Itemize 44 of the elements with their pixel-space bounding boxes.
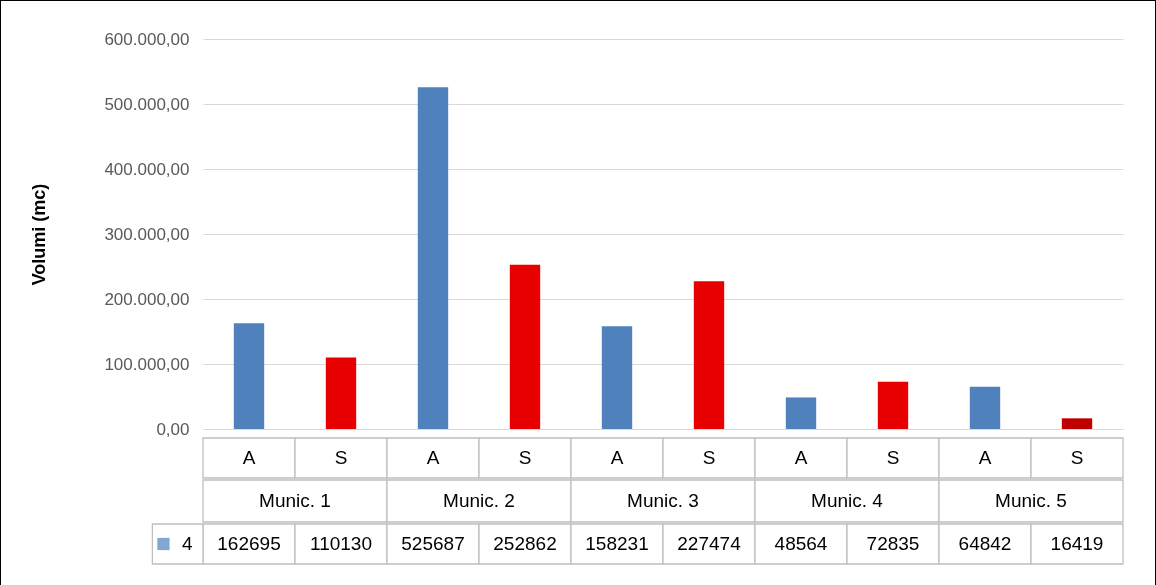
x-tick-label: A — [242, 447, 256, 468]
x-tick-label: S — [518, 447, 532, 468]
data-label: 158231 — [585, 533, 649, 554]
data-label: 64842 — [958, 533, 1012, 554]
y-tick-label: 400.000,00 — [104, 159, 190, 179]
x-tick-label: S — [334, 447, 348, 468]
legend-label: 4 — [182, 533, 194, 554]
bar — [969, 386, 1001, 429]
x-tick-label: A — [978, 447, 992, 468]
x-tick-label: A — [610, 447, 624, 468]
data-label: 525687 — [401, 533, 465, 554]
text: Munic. 5 — [995, 490, 1067, 511]
bar — [601, 326, 633, 429]
y-axis-title: Volumi (mc) — [29, 183, 50, 286]
data-label: 48564 — [774, 533, 828, 554]
bar — [1061, 418, 1093, 429]
y-tick-label: 300.000,00 — [104, 224, 190, 244]
y-tick-label: 200.000,00 — [104, 289, 190, 309]
x-tick-label: S — [702, 447, 716, 468]
data-label: 252862 — [493, 533, 557, 554]
bar — [785, 397, 817, 429]
bar — [877, 381, 909, 429]
bar — [693, 281, 725, 429]
bar — [509, 264, 541, 429]
y-tick-label: 0,00 — [156, 419, 190, 439]
y-tick-label: 100.000,00 — [104, 354, 190, 374]
text: Munic. 1 — [259, 490, 331, 511]
data-label: 110130 — [310, 533, 372, 554]
data-label: 72835 — [866, 533, 920, 554]
x-tick-label: S — [886, 447, 900, 468]
bar — [233, 323, 265, 429]
x-tick-label: A — [426, 447, 440, 468]
bar — [325, 357, 357, 429]
y-tick-label: 600.000,00 — [104, 29, 190, 49]
data-label: 162695 — [217, 533, 281, 554]
bar — [417, 87, 449, 429]
data-label: 16419 — [1050, 533, 1104, 554]
y-tick-label: 500.000,00 — [104, 94, 190, 114]
text: Munic. 3 — [627, 490, 699, 511]
text: Munic. 2 — [443, 490, 515, 511]
data-label: 227474 — [677, 533, 742, 554]
text: Munic. 4 — [811, 490, 884, 511]
x-tick-label: A — [794, 447, 808, 468]
x-tick-label: S — [1070, 447, 1084, 468]
